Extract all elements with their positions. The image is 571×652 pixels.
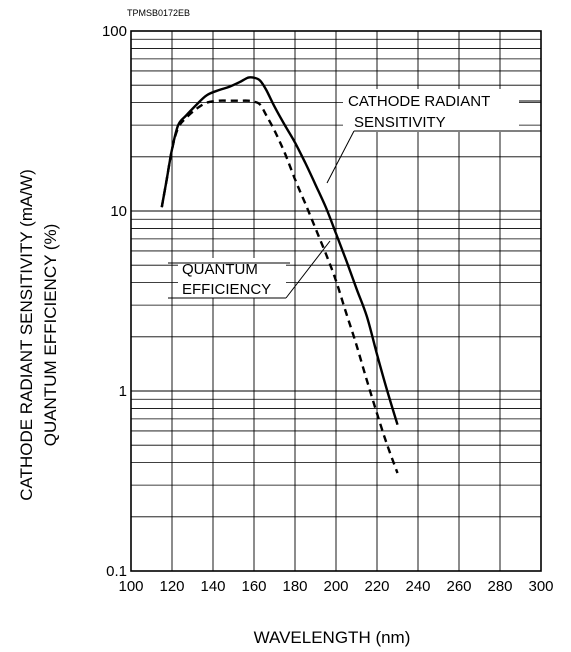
x-axis-ticks: 100 120 140 160 180 200 220 240 260 280 300 bbox=[118, 578, 553, 595]
y-axis-title-line-1: CATHODE RADIANT SENSITIVITY (mA/W) bbox=[17, 169, 36, 501]
quantum-annotation-bg bbox=[178, 258, 286, 298]
y-axis-title-line-2: QUANTUM EFFICIENCY (%) bbox=[41, 224, 60, 447]
cathode-label-line-2: SENSITIVITY bbox=[354, 114, 446, 131]
x-tick-label: 200 bbox=[323, 578, 348, 595]
cathode-label-line-1: CATHODE RADIANT bbox=[348, 93, 490, 110]
series-line-cathode bbox=[160, 76, 399, 426]
x-tick-label: 180 bbox=[282, 578, 307, 595]
x-tick-label: 120 bbox=[159, 578, 184, 595]
series-line-quantum bbox=[160, 99, 399, 474]
x-tick-label: 280 bbox=[487, 578, 512, 595]
y-tick-label: 10 bbox=[110, 203, 127, 220]
x-tick-label: 100 bbox=[118, 578, 143, 595]
y-tick-label: 1 bbox=[119, 383, 127, 400]
quantum-label-line-2: EFFICIENCY bbox=[182, 281, 271, 298]
y-tick-label: 100 bbox=[102, 23, 127, 40]
quantum-annotation: QUANTUM EFFICIENCY bbox=[168, 240, 331, 299]
x-axis-title: WAVELENGTH (nm) bbox=[254, 628, 411, 647]
x-tick-label: 300 bbox=[528, 578, 553, 595]
cathode-annotation: CATHODE RADIANT SENSITIVITY bbox=[326, 89, 541, 184]
cathode-leader-line bbox=[326, 130, 355, 184]
y-tick-label: 0.1 bbox=[106, 563, 127, 580]
x-tick-label: 140 bbox=[200, 578, 225, 595]
y-axis-ticks: 0.1 1 10 100 bbox=[102, 23, 127, 580]
quantum-label-line-1: QUANTUM bbox=[182, 261, 258, 278]
y-axis-title-line-1-group: CATHODE RADIANT SENSITIVITY (mA/W) bbox=[17, 169, 36, 501]
quantum-leader-line bbox=[285, 240, 331, 299]
y-axis-title-line-2-group: QUANTUM EFFICIENCY (%) bbox=[41, 224, 60, 447]
x-tick-label: 260 bbox=[446, 578, 471, 595]
x-tick-label: 240 bbox=[405, 578, 430, 595]
x-tick-label: 160 bbox=[241, 578, 266, 595]
figure-code: TPMSB0172EB bbox=[127, 8, 190, 18]
plot-frame bbox=[130, 30, 542, 572]
cathode-annotation-bg bbox=[343, 89, 519, 132]
series-layer bbox=[160, 76, 399, 474]
x-tick-label: 220 bbox=[364, 578, 389, 595]
